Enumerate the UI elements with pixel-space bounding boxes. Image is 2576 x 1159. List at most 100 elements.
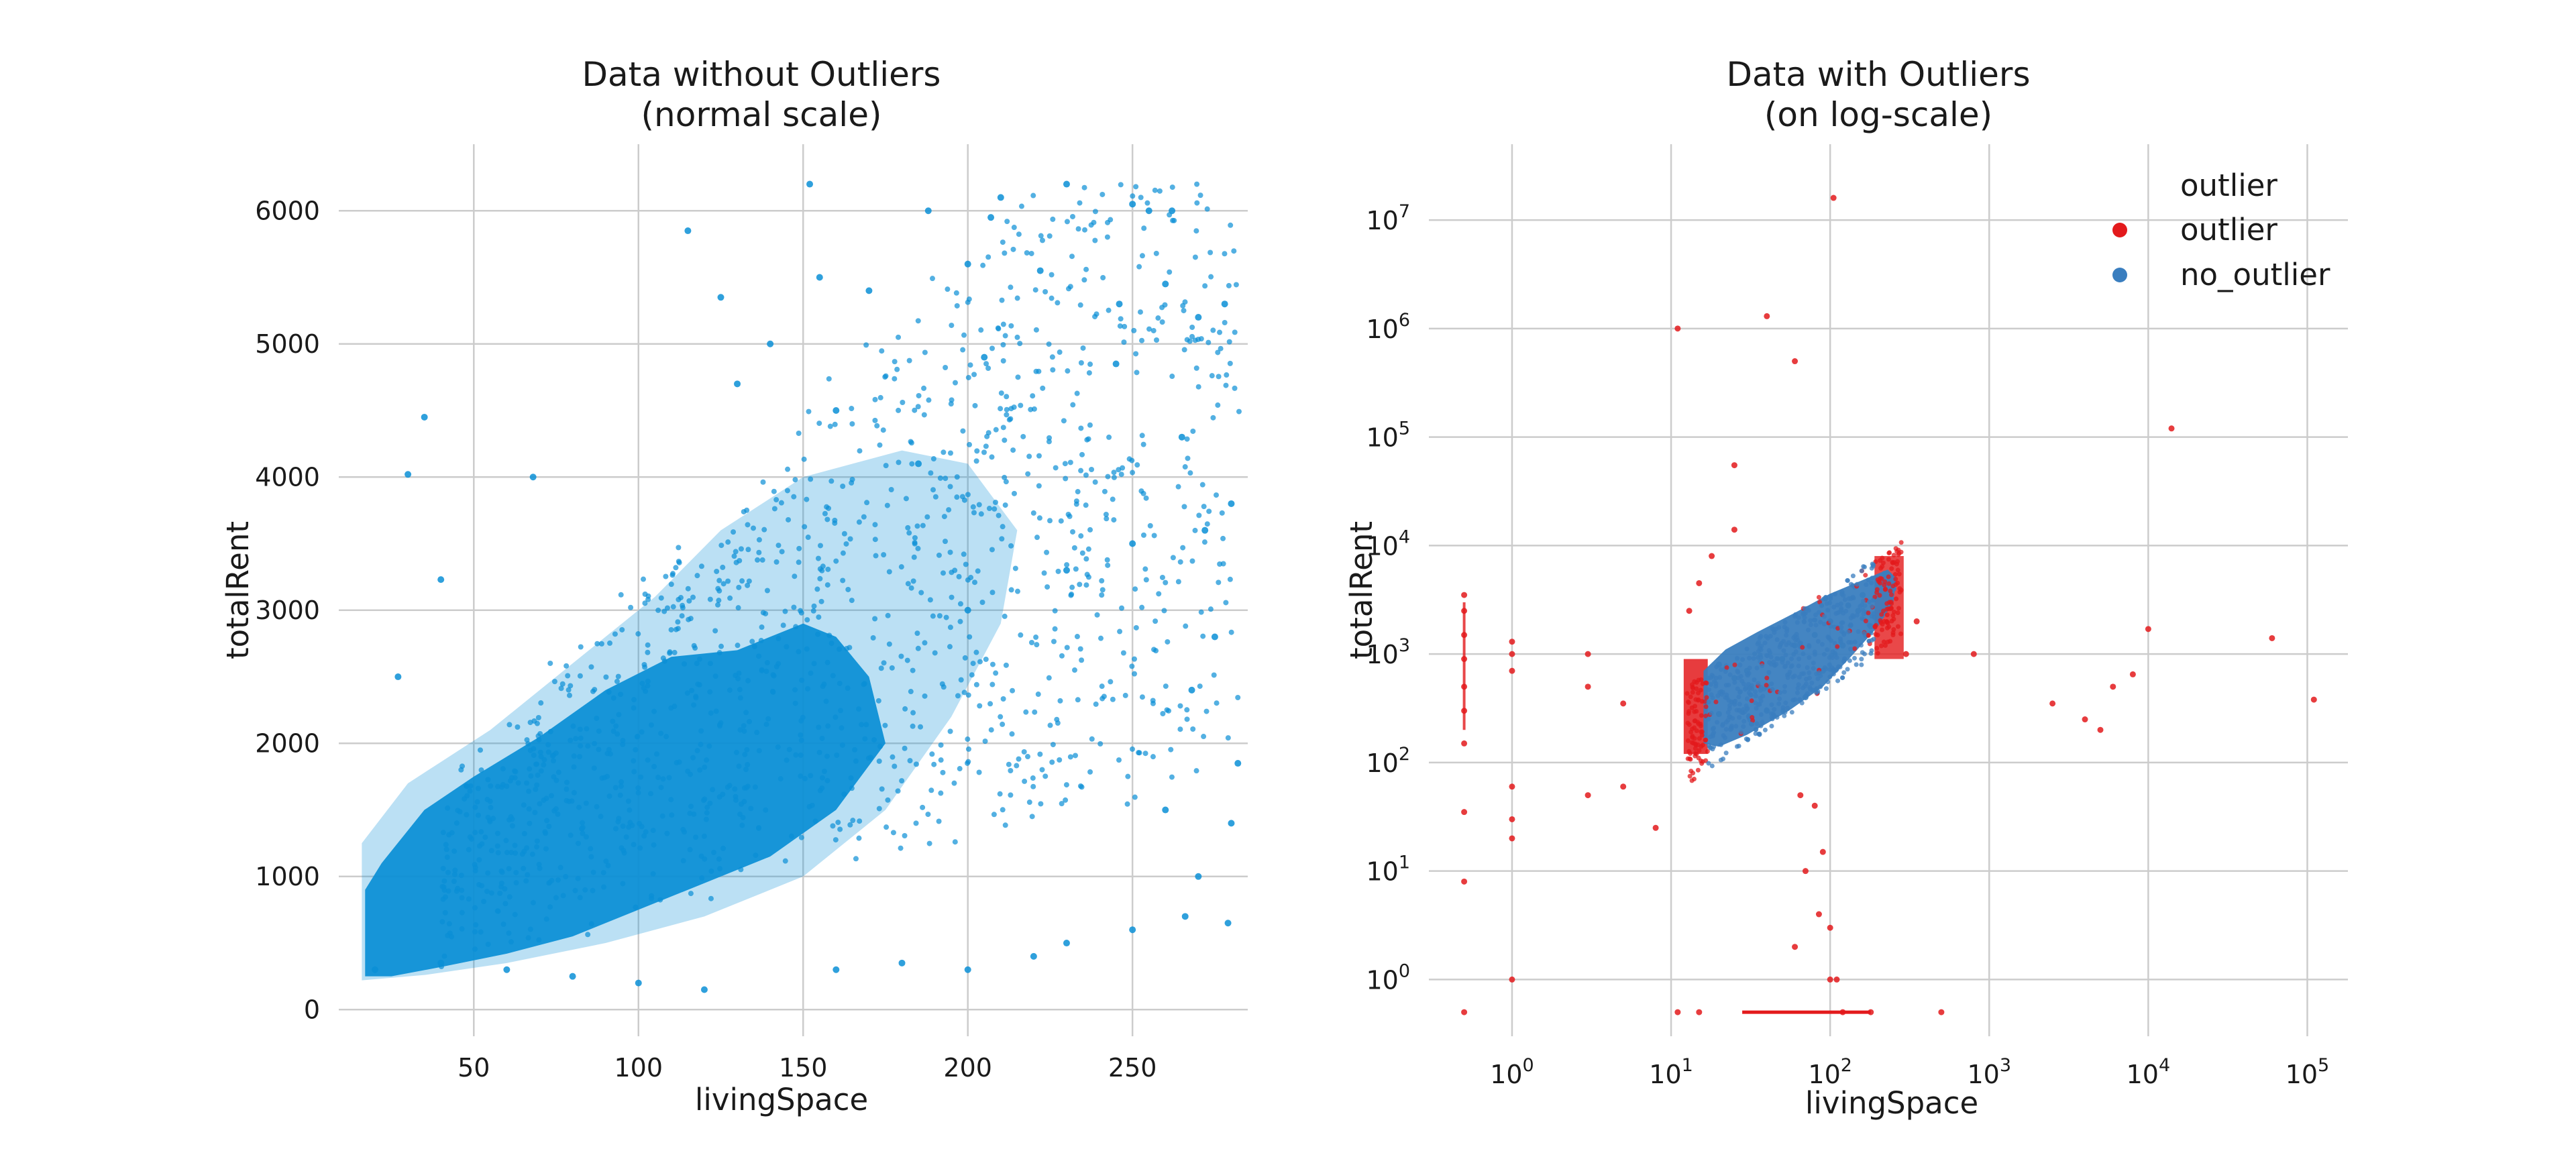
data-point: [989, 547, 995, 553]
y-tick-label: 101: [1366, 852, 1410, 887]
data-point: [971, 510, 977, 516]
data-point: [833, 558, 839, 564]
data-point: [916, 392, 922, 398]
data-point: [954, 494, 960, 500]
data-point: [710, 787, 716, 793]
data-point: [843, 541, 849, 547]
no-outlier-point: [1753, 700, 1758, 706]
data-point: [1033, 634, 1039, 641]
data-point: [882, 722, 888, 728]
data-point: [1039, 237, 1045, 243]
data-point: [521, 865, 527, 871]
data-point: [1117, 323, 1123, 329]
data-point: [806, 408, 812, 415]
data-point: [1192, 527, 1198, 533]
data-point: [1025, 754, 1031, 760]
data-point: [825, 566, 831, 572]
data-point: [534, 782, 540, 788]
data-point: [606, 747, 612, 753]
no-outlier-point: [1831, 604, 1837, 610]
no-outlier-point: [1870, 561, 1875, 567]
data-point: [698, 741, 704, 747]
data-point: [1167, 212, 1173, 218]
data-point: [1030, 952, 1037, 960]
data-point: [1140, 441, 1146, 447]
data-point: [816, 614, 822, 620]
data-point: [1226, 339, 1232, 345]
no-outlier-point: [1760, 663, 1765, 669]
data-point: [835, 820, 841, 826]
data-point: [972, 402, 978, 408]
no-outlier-point: [1781, 648, 1786, 653]
data-point: [1078, 533, 1084, 539]
no-outlier-point: [1805, 627, 1811, 632]
data-point: [1144, 200, 1150, 206]
data-point: [912, 535, 918, 541]
data-point: [1169, 374, 1175, 380]
data-point: [905, 525, 911, 531]
data-point: [673, 565, 679, 571]
outlier-point: [1913, 618, 1920, 624]
outlier-point: [1873, 622, 1878, 628]
no-outlier-point: [1760, 720, 1765, 725]
outlier-point: [1620, 700, 1627, 707]
no-outlier-point: [1822, 665, 1827, 670]
outlier-point: [1703, 704, 1709, 710]
no-outlier-point: [1859, 568, 1864, 573]
data-point: [1162, 302, 1168, 308]
data-point: [699, 875, 705, 881]
data-point: [999, 536, 1005, 542]
data-point: [577, 673, 583, 679]
data-point: [765, 716, 771, 722]
no-outlier-point: [1794, 620, 1800, 625]
data-point: [915, 460, 922, 467]
data-point: [583, 800, 589, 806]
data-point: [1139, 253, 1145, 259]
data-point: [967, 362, 973, 368]
data-point: [571, 753, 577, 759]
no-outlier-point: [1757, 645, 1762, 651]
data-point: [1152, 618, 1159, 624]
data-point: [530, 899, 536, 905]
outlier-point: [1874, 645, 1880, 651]
no-outlier-point: [1866, 622, 1872, 628]
data-point: [1111, 474, 1117, 480]
outlier-point: [1879, 627, 1884, 632]
data-point: [620, 881, 626, 887]
data-point: [643, 829, 649, 835]
data-point: [949, 594, 955, 600]
data-point: [810, 608, 816, 614]
no-outlier-point: [1782, 624, 1787, 630]
data-point: [506, 894, 513, 900]
data-point: [961, 332, 967, 338]
data-point: [872, 417, 878, 423]
no-outlier-point: [1808, 622, 1813, 627]
data-point: [805, 685, 811, 692]
data-point: [706, 743, 712, 749]
data-point: [1105, 562, 1111, 568]
data-point: [1078, 425, 1084, 431]
data-point: [547, 879, 553, 885]
data-point: [775, 543, 782, 549]
no-outlier-point: [1756, 640, 1761, 645]
data-point: [526, 806, 532, 812]
outlier-point: [1875, 651, 1880, 656]
data-point: [1184, 436, 1190, 442]
data-point: [582, 887, 588, 893]
data-point: [1129, 663, 1135, 669]
data-point: [1044, 584, 1051, 590]
no-outlier-point: [1783, 653, 1788, 658]
data-point: [1167, 269, 1173, 275]
data-point: [824, 582, 830, 588]
data-point: [914, 630, 920, 637]
data-point: [947, 549, 953, 555]
data-point: [808, 476, 814, 482]
no-outlier-point: [1789, 663, 1794, 668]
data-point: [708, 868, 714, 874]
data-point: [588, 664, 594, 670]
outlier-point: [1896, 547, 1901, 553]
data-point: [555, 877, 561, 883]
outlier-point: [1866, 610, 1871, 616]
data-point: [920, 804, 926, 810]
data-point: [830, 823, 836, 829]
